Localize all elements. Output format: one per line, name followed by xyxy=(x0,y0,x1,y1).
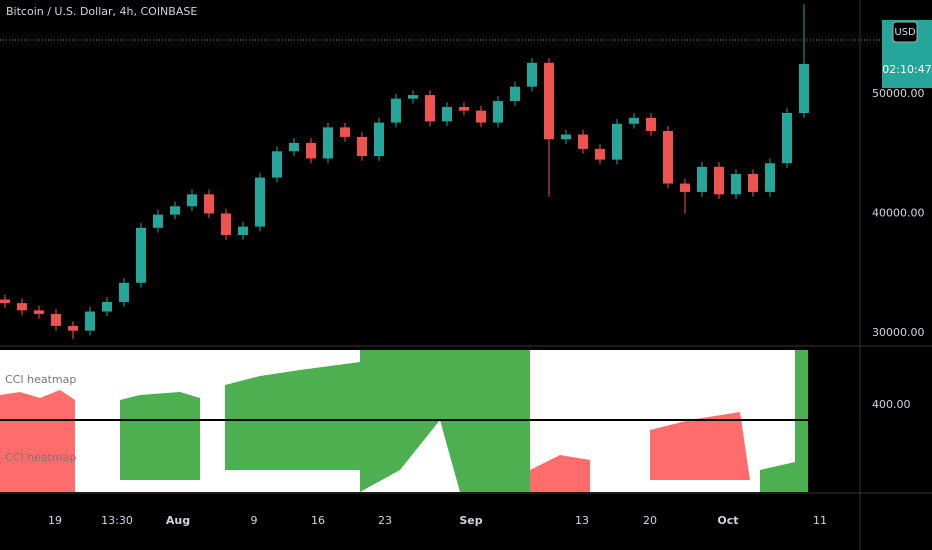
x-tick-label: 20 xyxy=(643,514,657,527)
x-tick-label: 13:30 xyxy=(101,514,133,527)
symbol-title: Bitcoin / U.S. Dollar, 4h, COINBASE xyxy=(6,5,197,18)
candle-body xyxy=(663,130,673,184)
heatmap xyxy=(0,350,860,492)
x-tick-label: Oct xyxy=(717,514,738,527)
candle-body xyxy=(748,173,758,192)
candle-body xyxy=(289,142,299,152)
candle-body xyxy=(136,227,146,283)
x-tick-label: Sep xyxy=(459,514,482,527)
candle-body xyxy=(561,134,571,140)
candle-body xyxy=(340,127,350,137)
candle-body xyxy=(85,311,95,331)
candle-body xyxy=(272,151,282,178)
x-tick-label: Aug xyxy=(166,514,190,527)
candle-body xyxy=(187,194,197,207)
candle-body xyxy=(170,206,180,215)
x-tick-label: 11 xyxy=(813,514,827,527)
candle-body xyxy=(408,95,418,99)
candle-body xyxy=(119,282,129,302)
candle-body xyxy=(323,127,333,159)
candle-body xyxy=(34,310,44,314)
heatmap-red xyxy=(0,390,75,492)
currency-button[interactable] xyxy=(892,21,918,43)
candle-body xyxy=(425,95,435,122)
candle-body xyxy=(629,117,639,124)
candle-body xyxy=(799,63,809,114)
candle-body xyxy=(306,142,316,159)
candle-body xyxy=(17,303,27,311)
candle-body xyxy=(459,107,469,111)
level-label: 400.00 xyxy=(872,398,911,411)
y-tick-label: 40000.00 xyxy=(872,206,925,219)
y-tick-label: 50000.00 xyxy=(872,87,925,100)
candle-body xyxy=(391,98,401,123)
candle-body xyxy=(442,107,452,122)
currency[interactable]: USD xyxy=(894,27,916,38)
candle-body xyxy=(595,148,605,160)
candle-body xyxy=(153,214,163,228)
indicator-label: CCI heatmap xyxy=(5,373,76,386)
x-tick-label: 19 xyxy=(48,514,62,527)
candle-body xyxy=(102,301,112,312)
candle-body xyxy=(697,166,707,192)
candle-body xyxy=(51,313,61,326)
x-tick-label: 9 xyxy=(251,514,258,527)
x-tick-label: 16 xyxy=(311,514,325,527)
heatmap-green xyxy=(760,350,808,492)
candle-body xyxy=(527,62,537,87)
countdown: 02:10:47 xyxy=(882,63,931,76)
candle-body xyxy=(646,117,656,131)
candle-body xyxy=(510,86,520,102)
candle-body xyxy=(476,110,486,123)
indicator-label-2: CCI heatmap xyxy=(5,451,76,464)
candle-body xyxy=(374,122,384,157)
candle-body xyxy=(782,113,792,164)
x-tick-label: 23 xyxy=(378,514,392,527)
candle-body xyxy=(0,299,10,304)
candle-body xyxy=(255,177,265,227)
heatmap-green xyxy=(225,362,360,470)
candle-body xyxy=(578,134,588,149)
candle-body xyxy=(731,173,741,195)
candle-body xyxy=(680,183,690,192)
candle-body xyxy=(68,325,78,331)
y-tick-label: 30000.00 xyxy=(872,326,925,339)
candle-body xyxy=(612,123,622,160)
heatmap-red xyxy=(530,455,590,492)
candle-body xyxy=(765,163,775,192)
heatmap-red xyxy=(650,412,750,480)
candle-body xyxy=(204,194,214,214)
candle-body xyxy=(221,213,231,235)
candle-body xyxy=(544,62,554,140)
heatmap-green xyxy=(120,392,200,480)
candle-body xyxy=(238,226,248,235)
candle-body xyxy=(357,136,367,157)
candle-body xyxy=(714,166,724,195)
candle-body xyxy=(493,101,503,123)
x-tick-label: 13 xyxy=(575,514,589,527)
